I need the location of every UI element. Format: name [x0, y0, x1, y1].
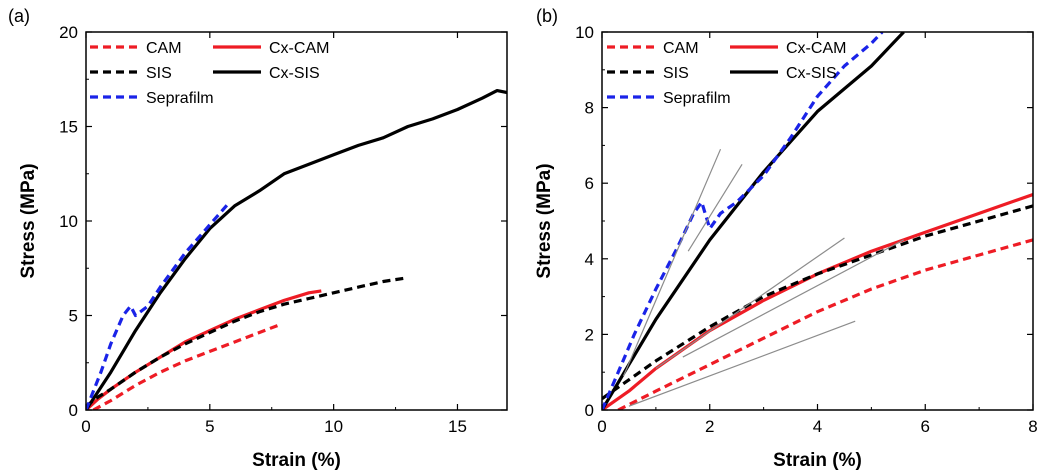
x-tick-label: 8 — [1028, 417, 1037, 436]
legend-label: SIS — [146, 65, 172, 82]
x-tick-label: 5 — [205, 417, 214, 436]
legend-entry: Seprafilm — [607, 90, 731, 107]
plot-area — [602, 32, 1033, 410]
x-tick-label: 0 — [81, 417, 90, 436]
legend-label: CAM — [146, 40, 182, 57]
y-tick-label: 20 — [59, 23, 78, 42]
axes-frame — [85, 31, 508, 411]
series-line-cx-cam — [602, 192, 1033, 410]
panel-label: (a) — [8, 6, 30, 26]
x-tick-label: 6 — [921, 417, 930, 436]
y-tick-label: 10 — [575, 23, 594, 42]
series-line-sis — [602, 204, 1033, 401]
series-line-seprafilm — [86, 201, 231, 410]
panel-a: (a) Strain (%) Stress (MPa) 0 5 10 15 0 5 10 15 20 C… — [8, 6, 508, 471]
legend-entry: SIS — [607, 65, 689, 82]
legend-entry: Cx-SIS — [730, 65, 837, 82]
plot-area — [86, 89, 507, 410]
axes-frame — [601, 31, 1034, 411]
legend-entry: Cx-CAM — [730, 40, 846, 57]
y-tick-label: 15 — [59, 118, 78, 137]
y-tick-label: 4 — [585, 250, 594, 269]
y-tick-label: 0 — [585, 401, 594, 420]
tangent-line — [628, 320, 856, 407]
legend-label: SIS — [663, 65, 689, 82]
series-line-seprafilm — [602, 32, 884, 410]
y-axis-title: Stress (MPa) — [18, 163, 39, 278]
x-tick-label: 2 — [705, 417, 714, 436]
legend-label: Seprafilm — [663, 90, 731, 107]
legend-entry: Cx-CAM — [213, 40, 329, 57]
series-line-cam — [92, 323, 280, 410]
legend-label: CAM — [663, 40, 699, 57]
tangent-line — [687, 163, 743, 252]
tangent-line — [655, 237, 845, 369]
series-line-sis — [86, 276, 409, 408]
tangent-line — [622, 148, 722, 377]
tangent-line — [682, 239, 904, 358]
y-tick-label: 8 — [585, 99, 594, 118]
series-line-cx-sis — [602, 32, 905, 410]
legend-label: Cx-CAM — [786, 40, 846, 57]
series-line-cam — [617, 238, 1033, 410]
y-tick-label: 2 — [585, 325, 594, 344]
y-tick-label: 0 — [69, 401, 78, 420]
legend-entry: SIS — [90, 65, 172, 82]
legend-entry: Seprafilm — [90, 90, 214, 107]
x-axis-title: Strain (%) — [252, 450, 341, 471]
x-tick-label: 15 — [448, 417, 467, 436]
legend-label: Cx-SIS — [786, 65, 837, 82]
legend-entry: CAM — [607, 40, 699, 57]
panel-label: (b) — [536, 6, 558, 26]
x-axis-title: Strain (%) — [773, 450, 862, 471]
legend-label: Cx-CAM — [269, 40, 329, 57]
legend-label: Cx-SIS — [269, 65, 320, 82]
y-tick-label: 6 — [585, 174, 594, 193]
x-tick-label: 0 — [597, 417, 606, 436]
y-tick-label: 5 — [69, 307, 78, 326]
legend-entry: CAM — [90, 40, 182, 57]
panel-b: (b) Strain (%) Stress (MPa) 0 2 4 6 8 0 2 4 6 8 10 CAM… — [534, 6, 1038, 471]
y-axis-title: Stress (MPa) — [534, 163, 555, 278]
y-tick-label: 10 — [59, 212, 78, 231]
x-tick-label: 10 — [324, 417, 343, 436]
legend-label: Seprafilm — [146, 90, 214, 107]
series-line-cx-cam — [86, 289, 322, 410]
x-tick-label: 4 — [813, 417, 822, 436]
legend-entry: Cx-SIS — [213, 65, 320, 82]
series-line-cx-sis — [86, 89, 507, 410]
